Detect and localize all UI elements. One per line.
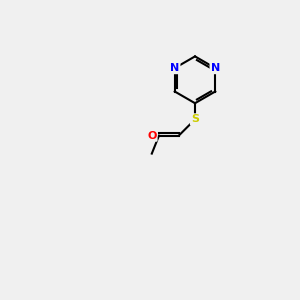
Text: N: N [170, 63, 179, 73]
Text: N: N [211, 63, 220, 73]
Text: S: S [191, 114, 199, 124]
Text: O: O [147, 130, 157, 141]
